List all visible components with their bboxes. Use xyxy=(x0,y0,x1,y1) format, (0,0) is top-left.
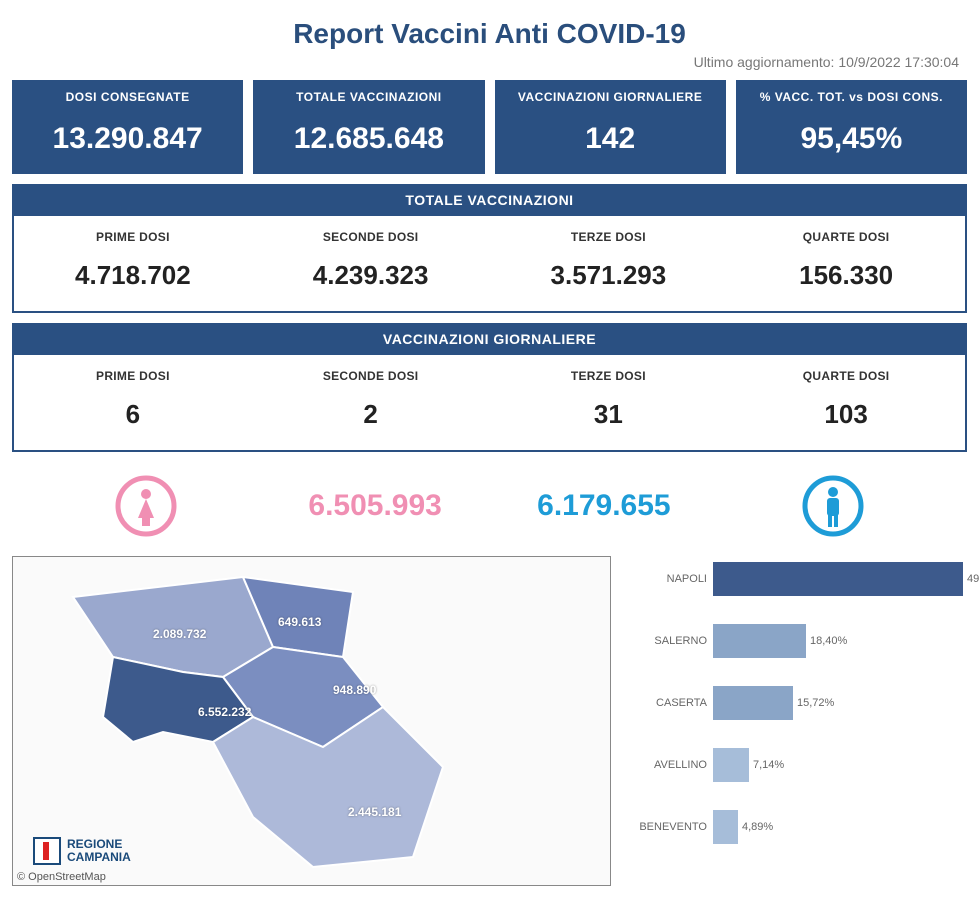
dose-cell: PRIME DOSI 6 xyxy=(14,355,252,450)
dose-value: 6 xyxy=(18,399,248,430)
male-icon xyxy=(718,474,947,538)
daily-doses-row: PRIME DOSI 6SECONDE DOSI 2TERZE DOSI 31Q… xyxy=(12,355,967,452)
card-value: 142 xyxy=(499,122,722,156)
bar-percent: 18,40% xyxy=(810,635,847,647)
bar-row: AVELLINO 7,14% xyxy=(627,748,967,782)
dose-value: 4.718.702 xyxy=(18,260,248,291)
dose-label: PRIME DOSI xyxy=(18,369,248,383)
dose-label: TERZE DOSI xyxy=(494,230,724,244)
dose-label: SECONDE DOSI xyxy=(256,369,486,383)
dose-cell: QUARTE DOSI 103 xyxy=(727,355,965,450)
dose-value: 31 xyxy=(494,399,724,430)
dose-cell: TERZE DOSI 3.571.293 xyxy=(490,216,728,311)
summary-cards-row: DOSI CONSEGNATE 13.290.847TOTALE VACCINA… xyxy=(12,80,967,174)
bar-fill xyxy=(713,748,749,782)
card-label: TOTALE VACCINAZIONI xyxy=(257,90,480,104)
dose-value: 103 xyxy=(731,399,961,430)
gender-row: 6.505.993 6.179.655 xyxy=(12,462,967,556)
bar-label: AVELLINO xyxy=(627,759,707,771)
bar-label: CASERTA xyxy=(627,697,707,709)
total-section-header: TOTALE VACCINAZIONI xyxy=(12,184,967,216)
dose-value: 4.239.323 xyxy=(256,260,486,291)
bar-percent: 7,14% xyxy=(753,759,784,771)
page-title: Report Vaccini Anti COVID-19 xyxy=(12,18,967,50)
daily-section-header: VACCINAZIONI GIORNALIERE xyxy=(12,323,967,355)
female-icon xyxy=(32,474,261,538)
region-logo: REGIONE CAMPANIA xyxy=(33,837,131,865)
map-region-value: 6.552.232 xyxy=(198,705,251,719)
dose-value: 156.330 xyxy=(731,260,961,291)
dose-cell: SECONDE DOSI 4.239.323 xyxy=(252,216,490,311)
card-label: DOSI CONSEGNATE xyxy=(16,90,239,104)
male-value: 6.179.655 xyxy=(490,489,719,523)
female-value: 6.505.993 xyxy=(261,489,490,523)
map-region-value: 2.445.181 xyxy=(348,805,401,819)
dose-label: QUARTE DOSI xyxy=(731,230,961,244)
bar-row: SALERNO 18,40% xyxy=(627,624,967,658)
map-region-value: 2.089.732 xyxy=(153,627,206,641)
card-value: 12.685.648 xyxy=(257,122,480,156)
updated-label: Ultimo aggiornamento: xyxy=(694,54,835,70)
card-label: VACCINAZIONI GIORNALIERE xyxy=(499,90,722,104)
summary-card: VACCINAZIONI GIORNALIERE 142 xyxy=(495,80,726,174)
bar-fill xyxy=(713,562,963,596)
summary-card: % VACC. TOT. vs DOSI CONS. 95,45% xyxy=(736,80,967,174)
bar-label: BENEVENTO xyxy=(627,821,707,833)
dose-label: PRIME DOSI xyxy=(18,230,248,244)
summary-card: TOTALE VACCINAZIONI 12.685.648 xyxy=(253,80,484,174)
map-region-value: 948.890 xyxy=(333,683,376,697)
bar-row: CASERTA 15,72% xyxy=(627,686,967,720)
total-doses-row: PRIME DOSI 4.718.702SECONDE DOSI 4.239.3… xyxy=(12,216,967,313)
bar-row: BENEVENTO 4,89% xyxy=(627,810,967,844)
bar-fill xyxy=(713,686,793,720)
updated-value: 10/9/2022 17:30:04 xyxy=(838,54,959,70)
bar-percent: 15,72% xyxy=(797,697,834,709)
dose-value: 3.571.293 xyxy=(494,260,724,291)
map-region-value: 649.613 xyxy=(278,615,321,629)
card-value: 95,45% xyxy=(740,122,963,156)
summary-card: DOSI CONSEGNATE 13.290.847 xyxy=(12,80,243,174)
card-label: % VACC. TOT. vs DOSI CONS. xyxy=(740,90,963,104)
dose-cell: PRIME DOSI 4.718.702 xyxy=(14,216,252,311)
bar-fill xyxy=(713,624,806,658)
province-barchart: NAPOLI 49,30% SALERNO 18,40% CASERTA 15,… xyxy=(627,556,967,872)
region-map: 2.089.732 649.613 948.890 6.552.232 2.445.18… xyxy=(12,556,611,886)
map-attribution: © OpenStreetMap xyxy=(17,871,106,883)
bar-percent: 4,89% xyxy=(742,821,773,833)
bar-row: NAPOLI 49,30% xyxy=(627,562,967,596)
dose-cell: QUARTE DOSI 156.330 xyxy=(727,216,965,311)
card-value: 13.290.847 xyxy=(16,122,239,156)
dose-cell: SECONDE DOSI 2 xyxy=(252,355,490,450)
bar-label: NAPOLI xyxy=(627,573,707,585)
dose-value: 2 xyxy=(256,399,486,430)
dose-label: QUARTE DOSI xyxy=(731,369,961,383)
bar-label: SALERNO xyxy=(627,635,707,647)
dose-label: SECONDE DOSI xyxy=(256,230,486,244)
last-updated: Ultimo aggiornamento: 10/9/2022 17:30:04 xyxy=(12,54,967,70)
dose-label: TERZE DOSI xyxy=(494,369,724,383)
region-logo-line2: CAMPANIA xyxy=(67,851,131,864)
bar-percent: 49,30% xyxy=(967,573,979,585)
bar-fill xyxy=(713,810,738,844)
region-logo-icon xyxy=(33,837,61,865)
dose-cell: TERZE DOSI 31 xyxy=(490,355,728,450)
